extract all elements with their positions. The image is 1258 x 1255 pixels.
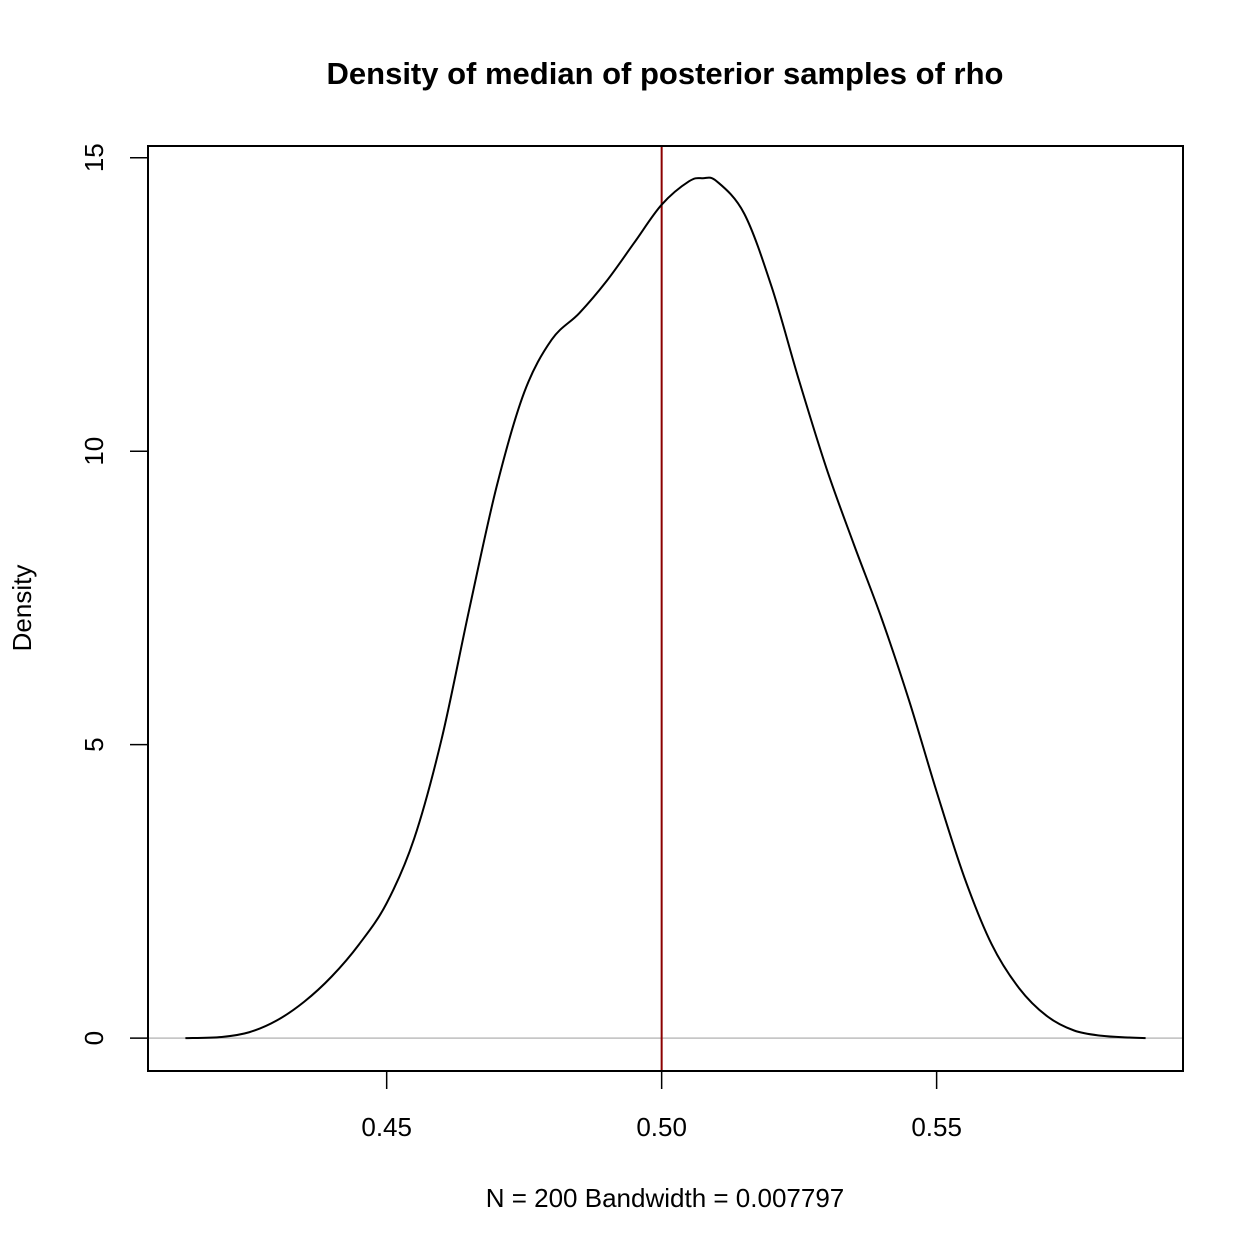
series-layer: [185, 176, 1146, 1040]
density-curve: [185, 176, 1146, 1040]
x-axis-label: N = 200 Bandwidth = 0.007797: [486, 1183, 845, 1213]
y-tick-label: 0: [79, 1031, 109, 1045]
x-tick-label: 0.45: [361, 1112, 412, 1142]
y-axis-label: Density: [7, 565, 37, 652]
y-tick-label: 15: [79, 143, 109, 172]
y-axis: 0 5 10 15: [79, 143, 149, 1045]
x-axis: 0.45 0.50 0.55: [361, 1070, 962, 1142]
y-tick-label: 5: [79, 737, 109, 751]
chart-title: Density of median of posterior samples o…: [327, 56, 1004, 91]
y-tick-label: 10: [79, 437, 109, 466]
x-tick-label: 0.55: [911, 1112, 962, 1142]
x-tick-label: 0.50: [636, 1112, 687, 1142]
